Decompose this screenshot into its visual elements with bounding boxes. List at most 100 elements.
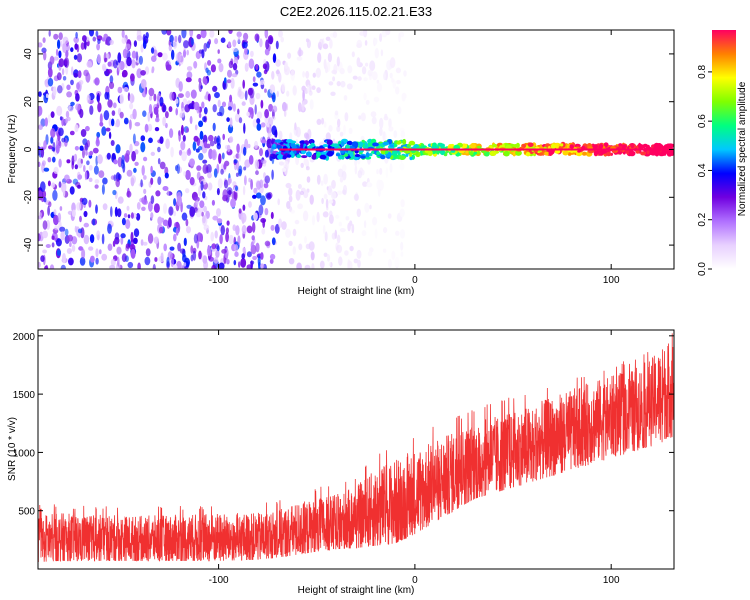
carrier-cell xyxy=(503,151,510,157)
heatmap-cell xyxy=(167,251,173,260)
heatmap-cell xyxy=(196,33,202,40)
heatmap-cell xyxy=(363,77,368,82)
heatmap-cell xyxy=(48,30,51,37)
heatmap-cell xyxy=(114,232,120,240)
heatmap-cell xyxy=(356,57,361,67)
heatmap-cell xyxy=(66,159,71,164)
heatmap-cell xyxy=(164,172,169,179)
heatmap-cell xyxy=(202,159,208,164)
heatmap-cell xyxy=(89,150,94,156)
heatmap-cell xyxy=(107,69,113,74)
carrier-cell xyxy=(282,155,287,160)
heatmap-cell xyxy=(140,179,143,188)
heatmap-cell xyxy=(73,73,78,78)
heatmap-cell xyxy=(351,51,355,58)
heatmap-cell xyxy=(212,104,217,113)
heatmap-cell xyxy=(176,163,180,174)
heatmap-cell xyxy=(198,185,202,197)
heatmap-cell xyxy=(153,236,159,244)
heatmap-cell xyxy=(145,248,151,257)
heatmap-cell xyxy=(267,132,272,138)
heatmap-cell xyxy=(323,173,328,185)
heatmap-cell xyxy=(81,197,88,205)
heatmap-cell xyxy=(206,246,212,257)
carrier-cell xyxy=(349,151,354,158)
heatmap-cell xyxy=(180,140,186,151)
carrier-cell xyxy=(527,142,534,148)
heatmap-cell xyxy=(271,169,274,180)
heatmap-cell xyxy=(192,141,197,151)
heatmap-cell xyxy=(140,70,147,76)
heatmap-cell xyxy=(200,180,204,191)
heatmap-cell xyxy=(281,82,286,92)
heatmap-cell xyxy=(130,231,134,243)
heatmap-cell xyxy=(163,203,167,214)
heatmap-cell xyxy=(126,56,132,67)
heatmap-cell xyxy=(76,53,83,63)
heatmap-cell xyxy=(51,182,56,188)
heatmap-cell xyxy=(83,222,90,228)
heatmap-cell xyxy=(54,225,60,231)
heatmap-cell xyxy=(189,177,195,186)
heatmap-cell xyxy=(192,250,197,261)
heatmap-cell xyxy=(109,75,114,84)
heatmap-cell xyxy=(246,251,252,258)
heatmap-cell xyxy=(148,137,153,144)
heatmap-cell xyxy=(53,166,59,174)
heatmap-cell xyxy=(329,39,333,49)
heatmap-cell xyxy=(234,251,239,257)
heatmap-cell xyxy=(256,111,263,119)
heatmap-cell xyxy=(258,204,264,216)
heatmap-cell xyxy=(173,198,177,207)
heatmap-cell xyxy=(388,126,394,132)
heatmap-cell xyxy=(148,104,153,115)
heatmap-cell xyxy=(68,257,74,266)
heatmap-cell xyxy=(108,118,112,127)
heatmap-cell xyxy=(209,140,215,147)
heatmap-cell xyxy=(384,113,388,119)
snr-x-axis: -100 0 100 xyxy=(209,330,620,586)
heatmap-cell xyxy=(238,117,243,124)
carrier-cell xyxy=(346,140,353,146)
heatmap-cell xyxy=(196,165,202,171)
heatmap-cell xyxy=(153,49,158,57)
heatmap-cell xyxy=(125,150,130,157)
heatmap-cell xyxy=(114,122,120,128)
heatmap-cell xyxy=(92,147,99,154)
snr-series xyxy=(38,333,674,562)
heatmap-cell xyxy=(173,264,178,269)
heatmap-cell xyxy=(38,161,41,167)
heatmap-cell xyxy=(211,264,217,269)
heatmap-cell xyxy=(88,246,94,251)
heatmap-cell xyxy=(140,239,144,246)
heatmap-cell xyxy=(150,177,154,185)
heatmap-cell xyxy=(151,68,154,74)
carrier-cell xyxy=(654,151,660,157)
heatmap-cell xyxy=(269,84,276,94)
heatmap-cell xyxy=(389,163,393,173)
heatmap-cell xyxy=(95,30,99,37)
heatmap-cell xyxy=(202,191,206,199)
heatmap-cell xyxy=(193,101,200,111)
heatmap-cell xyxy=(235,225,240,236)
heatmap-cell xyxy=(65,50,69,58)
heatmap-cell xyxy=(403,70,407,77)
heatmap-cell xyxy=(126,169,133,177)
heatmap-cell xyxy=(244,175,247,186)
heatmap-cell xyxy=(114,206,118,217)
heatmap-cell xyxy=(75,31,78,39)
heatmap-cell xyxy=(249,87,255,99)
carrier-cell xyxy=(300,142,304,149)
heatmap-cell xyxy=(261,228,266,235)
heatmap-cell xyxy=(198,120,204,128)
heatmap-cell xyxy=(58,127,64,137)
heatmap-cell xyxy=(371,116,377,125)
heatmap-cell xyxy=(45,244,51,248)
heatmap-cell xyxy=(383,72,386,81)
heatmap-cell xyxy=(74,164,79,170)
heatmap-cell xyxy=(369,204,372,210)
heatmap-cell xyxy=(143,188,147,195)
heatmap-cell xyxy=(101,37,106,42)
heatmap-cell xyxy=(39,212,42,218)
heatmap-cell xyxy=(362,181,368,187)
